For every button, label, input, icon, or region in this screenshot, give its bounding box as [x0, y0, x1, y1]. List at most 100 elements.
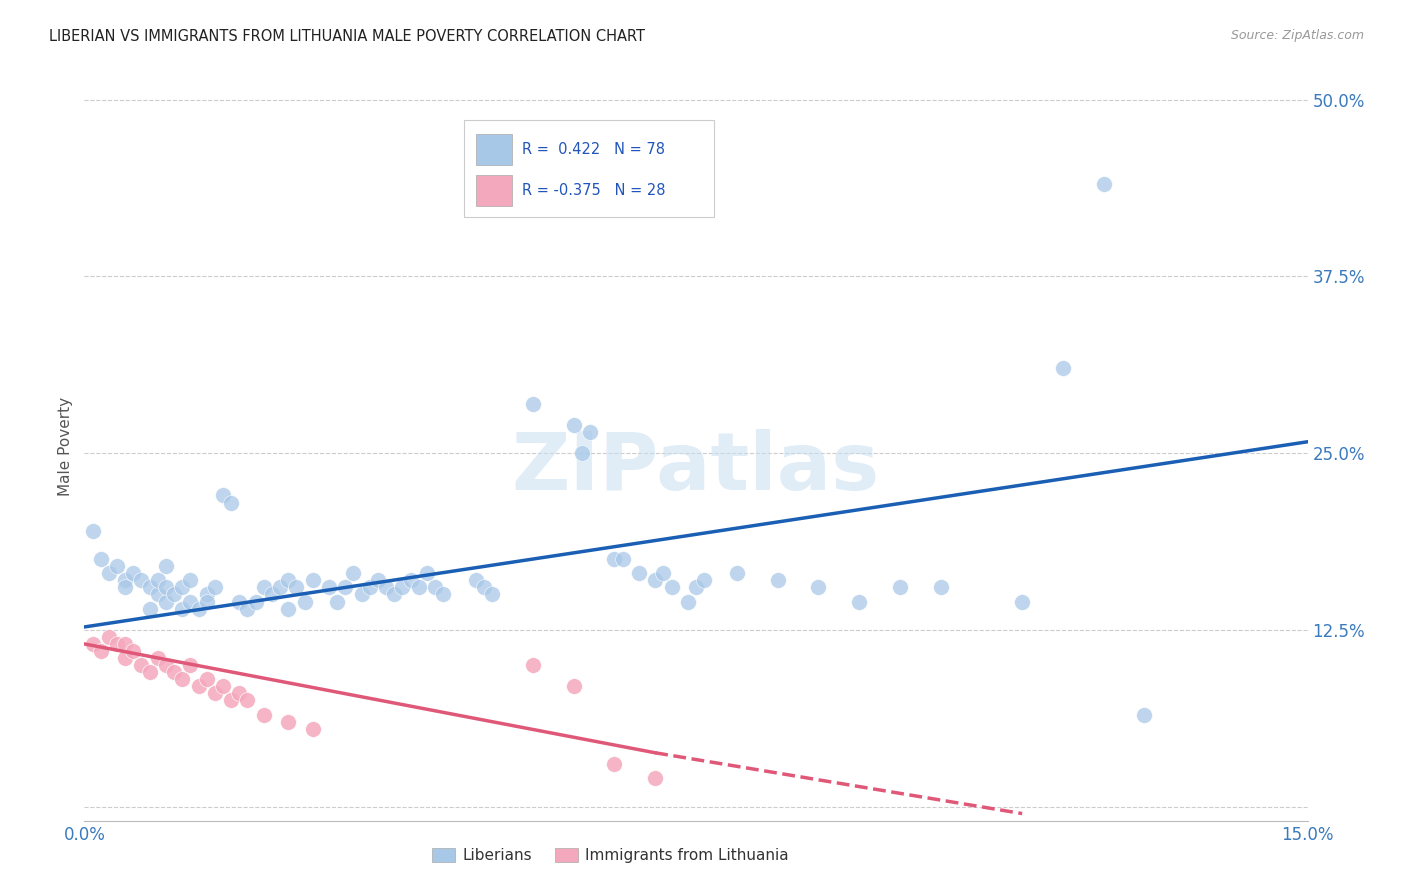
Point	[187, 679, 209, 693]
Point	[204, 580, 226, 594]
Point	[1092, 178, 1115, 192]
Point	[382, 587, 405, 601]
Point	[644, 574, 666, 588]
Point	[138, 601, 160, 615]
Point	[105, 559, 128, 574]
Point	[219, 495, 242, 509]
Point	[114, 574, 136, 588]
Point	[522, 658, 544, 673]
Point	[146, 574, 169, 588]
Point	[277, 601, 299, 615]
Point	[350, 587, 373, 601]
Point	[155, 580, 177, 594]
Text: R =  0.422   N = 78: R = 0.422 N = 78	[522, 142, 665, 157]
Point	[212, 679, 235, 693]
Point	[603, 552, 626, 566]
Point	[1011, 594, 1033, 608]
Point	[391, 580, 413, 594]
Point	[146, 651, 169, 665]
Point	[82, 637, 104, 651]
Point	[335, 580, 357, 594]
Point	[253, 707, 276, 722]
Point	[179, 594, 201, 608]
Point	[163, 665, 186, 680]
Point	[122, 566, 145, 581]
Point	[481, 587, 503, 601]
Point	[277, 714, 299, 729]
Point	[179, 574, 201, 588]
Point	[612, 552, 634, 566]
Point	[195, 594, 218, 608]
Point	[179, 658, 201, 673]
Point	[245, 594, 267, 608]
Point	[432, 587, 454, 601]
Point	[138, 580, 160, 594]
Point	[652, 566, 675, 581]
Point	[122, 644, 145, 658]
Point	[236, 601, 259, 615]
Point	[301, 722, 323, 736]
Point	[253, 580, 276, 594]
Point	[155, 559, 177, 574]
Point	[90, 644, 112, 658]
Point	[97, 630, 120, 644]
Point	[464, 574, 486, 588]
Point	[294, 594, 316, 608]
Point	[204, 686, 226, 700]
Legend: Liberians, Immigrants from Lithuania: Liberians, Immigrants from Lithuania	[426, 842, 796, 869]
Point	[571, 446, 593, 460]
Point	[929, 580, 952, 594]
Text: Source: ZipAtlas.com: Source: ZipAtlas.com	[1230, 29, 1364, 42]
Point	[285, 580, 308, 594]
Point	[146, 587, 169, 601]
Point	[172, 580, 194, 594]
Point	[97, 566, 120, 581]
Point	[212, 488, 235, 502]
Point	[627, 566, 650, 581]
Bar	[475, 175, 513, 206]
Point	[644, 771, 666, 785]
Point	[131, 574, 153, 588]
Point	[889, 580, 911, 594]
Point	[416, 566, 439, 581]
Point	[172, 673, 194, 687]
Point	[579, 425, 602, 439]
Point	[848, 594, 870, 608]
Point	[562, 679, 585, 693]
Point	[408, 580, 430, 594]
Point	[367, 574, 389, 588]
Point	[807, 580, 830, 594]
Point	[195, 673, 218, 687]
Text: LIBERIAN VS IMMIGRANTS FROM LITHUANIA MALE POVERTY CORRELATION CHART: LIBERIAN VS IMMIGRANTS FROM LITHUANIA MA…	[49, 29, 645, 44]
Point	[359, 580, 381, 594]
Point	[685, 580, 707, 594]
Point	[138, 665, 160, 680]
Point	[155, 658, 177, 673]
Point	[562, 417, 585, 432]
Point	[423, 580, 446, 594]
Y-axis label: Male Poverty: Male Poverty	[58, 396, 73, 496]
Point	[693, 574, 716, 588]
Point	[676, 594, 699, 608]
Point	[187, 601, 209, 615]
FancyBboxPatch shape	[464, 120, 714, 218]
Point	[661, 580, 683, 594]
Point	[228, 686, 250, 700]
Text: ZIPatlas: ZIPatlas	[512, 429, 880, 508]
Point	[195, 587, 218, 601]
Point	[105, 637, 128, 651]
Point	[131, 658, 153, 673]
Point	[318, 580, 340, 594]
Point	[90, 552, 112, 566]
Point	[228, 594, 250, 608]
Point	[277, 574, 299, 588]
Point	[172, 601, 194, 615]
Point	[766, 574, 789, 588]
Bar	[475, 134, 513, 165]
Point	[114, 580, 136, 594]
Point	[155, 594, 177, 608]
Point	[219, 693, 242, 707]
Point	[269, 580, 291, 594]
Point	[603, 757, 626, 772]
Point	[82, 524, 104, 538]
